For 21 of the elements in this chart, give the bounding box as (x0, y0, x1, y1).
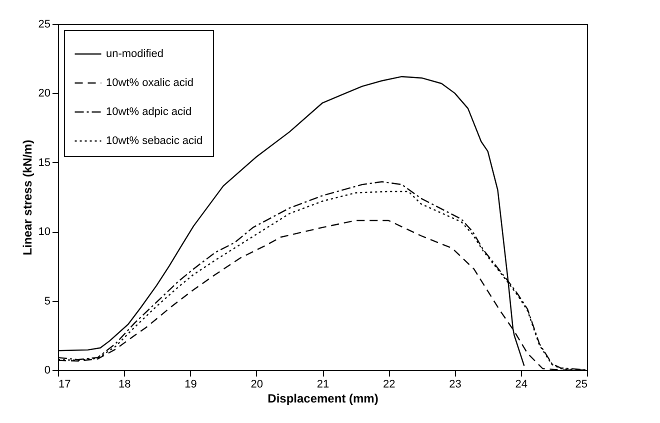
x-tick-label: 24 (515, 378, 528, 390)
legend-label: un-modified (106, 48, 164, 60)
x-tick-label: 25 (575, 378, 588, 390)
y-axis-title: Linear stress (kN/m) (20, 140, 34, 256)
x-axis-title: Displacement (mm) (268, 392, 378, 406)
legend-label: 10wt% adpic acid (106, 106, 192, 118)
y-tick-label: 0 (44, 364, 50, 376)
y-tick-label: 10 (38, 226, 50, 238)
y-tick-label: 25 (38, 18, 50, 30)
x-tick-label: 22 (383, 378, 396, 390)
legend-label: 10wt% sebacic acid (106, 135, 203, 147)
y-tick-label: 5 (44, 295, 50, 308)
x-tick-label: 19 (184, 378, 197, 390)
legend-label: 10wt% oxalic acid (106, 77, 194, 89)
x-tick-label: 21 (316, 378, 330, 390)
y-tick-label: 15 (38, 156, 50, 169)
x-tick-label: 18 (118, 378, 131, 390)
x-tick-label: 23 (449, 378, 462, 390)
x-tick-label: 20 (250, 378, 263, 390)
y-tick-label: 20 (38, 88, 50, 100)
x-tick-label: 17 (58, 378, 71, 390)
